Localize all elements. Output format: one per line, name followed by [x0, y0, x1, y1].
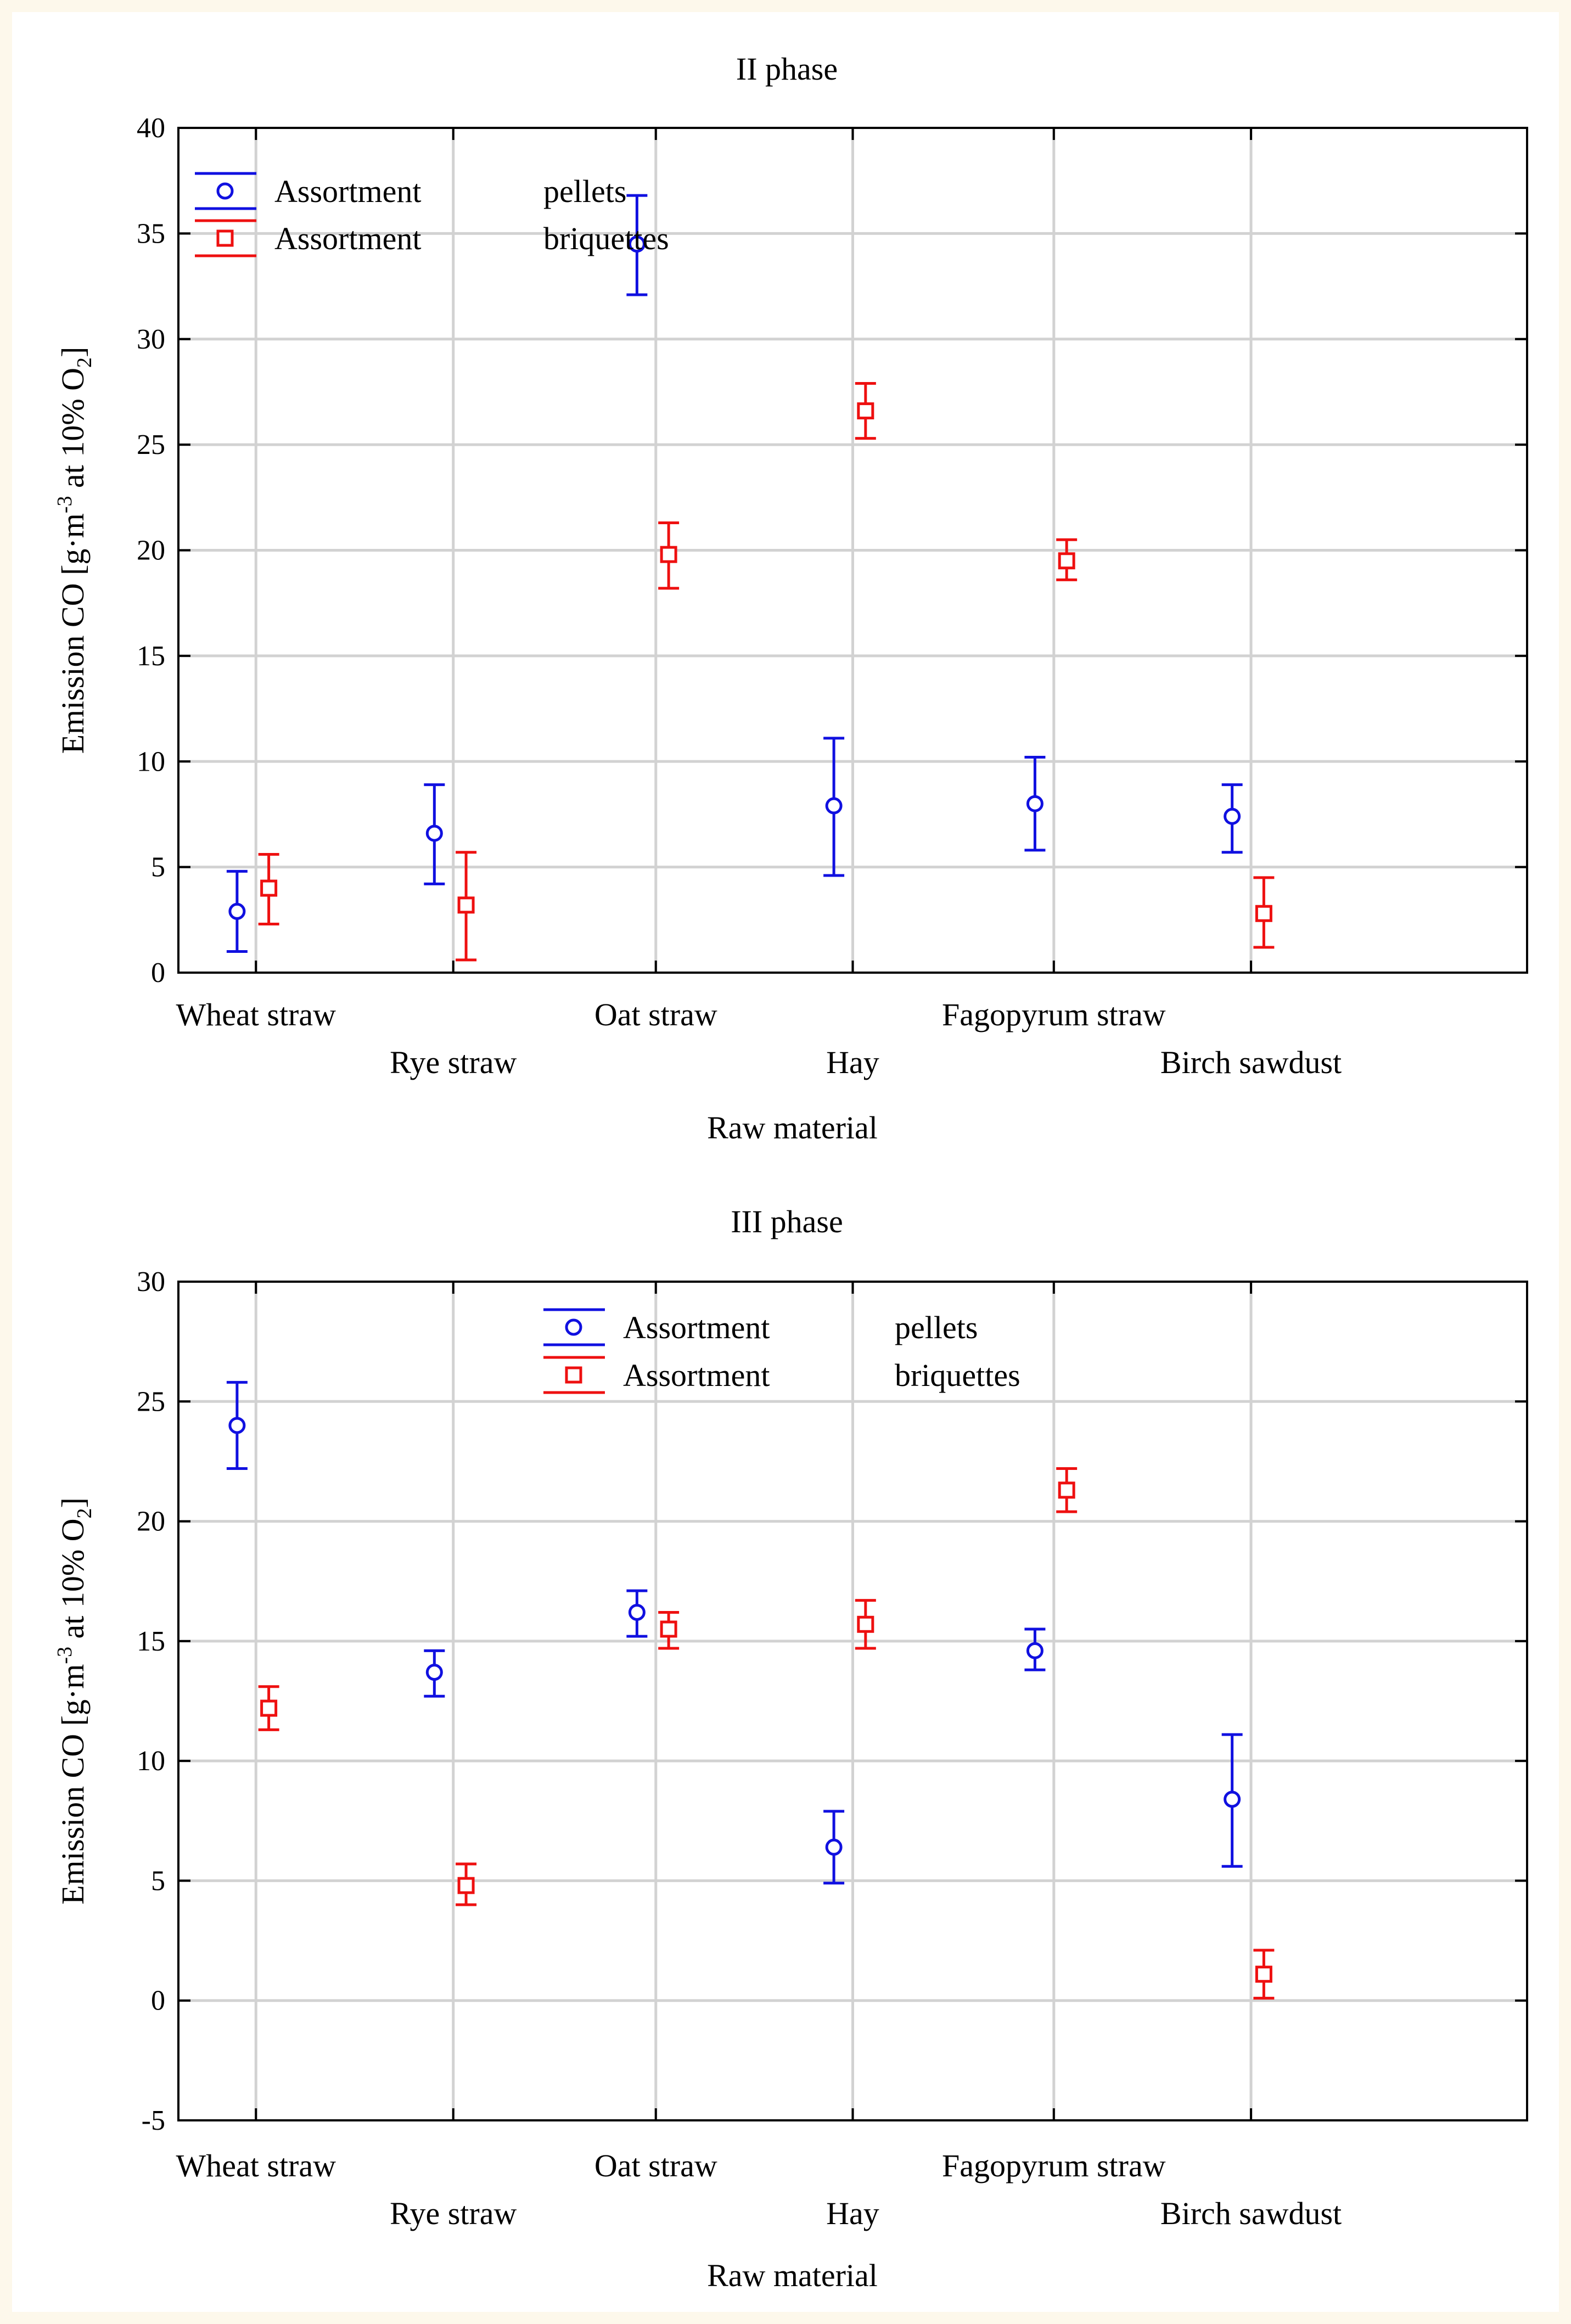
x-tick-label: Wheat straw [176, 2148, 336, 2183]
y-axis-label: Emission CO [g·m-3 at 10% O2] [53, 1497, 96, 1905]
x-tick-label: Hay [826, 1045, 879, 1080]
y-tick-label: 30 [137, 324, 165, 355]
y-axis-label: Emission CO [g·m-3 at 10% O2] [53, 347, 96, 754]
data-point-circle [628, 1603, 646, 1621]
data-point-square [1255, 1966, 1272, 1983]
y-tick-label: -5 [142, 2105, 165, 2136]
y-tick-label: 25 [137, 1386, 165, 1417]
x-tick-label: Oat straw [594, 997, 717, 1032]
x-tick-label: Oat straw [594, 2148, 717, 2183]
data-point-square [660, 546, 677, 563]
chart-ii-phase: 0 5 10 15 20 25 30 35 40 Wheat straw Rye straw Oat … [53, 51, 1528, 1146]
x-tick-label: Fagopyrum straw [942, 997, 1166, 1032]
x-tick-label: Birch sawdust [1160, 1045, 1342, 1080]
legend-label-assortment: Assortment [623, 1310, 770, 1345]
y-axis-label-part: Emission CO [g·m [55, 1664, 91, 1905]
data-point-circle [1026, 1642, 1043, 1659]
y-tick-label: 10 [137, 1745, 165, 1777]
legend-marker-square [565, 1366, 582, 1384]
x-axis-label: Raw material [707, 2258, 878, 2293]
series-briquettes [258, 1467, 1275, 2000]
data-point-square [260, 879, 278, 897]
legend-label-assortment: Assortment [274, 173, 421, 209]
data-point-circle [825, 1838, 843, 1856]
legend: Assortment pellets Assortment briquettes [543, 1308, 1020, 1394]
y-tick-label: 5 [151, 852, 165, 883]
data-point-circle [1026, 795, 1043, 812]
legend-marker-circle [565, 1318, 582, 1336]
y-axis-label-part: ] [55, 347, 91, 357]
legend-label-assortment: Assortment [623, 1357, 770, 1393]
x-tick-label: Fagopyrum straw [942, 2148, 1166, 2183]
data-point-square [857, 402, 874, 420]
legend: Assortment pellets Assortment briquettes [195, 172, 669, 257]
series-briquettes [258, 382, 1275, 962]
data-point-circle [825, 797, 843, 815]
series-pellets [226, 1380, 1243, 1885]
x-tick-label: Rye straw [390, 1045, 517, 1080]
y-tick-label: 15 [137, 641, 165, 672]
legend-label-type: pellets [543, 173, 626, 209]
legend-label-type: briquettes [895, 1357, 1020, 1393]
data-point-circle [1224, 807, 1241, 825]
y-axis-label-subscript: 2 [73, 357, 96, 368]
x-tick-label: Birch sawdust [1160, 2196, 1342, 2231]
data-point-square [457, 896, 475, 914]
y-tick-label: 20 [137, 535, 165, 566]
y-tick-label: 25 [137, 429, 165, 461]
y-axis-label-superscript: -3 [53, 496, 76, 514]
legend-label-assortment: Assortment [274, 221, 421, 256]
x-tick-label: Wheat straw [176, 997, 336, 1032]
chart-title: II phase [736, 51, 838, 87]
y-tick-label: 5 [151, 1865, 165, 1896]
y-tick-label: 15 [137, 1626, 165, 1657]
x-tick-label: Rye straw [390, 2196, 517, 2231]
series-pellets [226, 194, 1243, 953]
y-tick-label: 30 [137, 1266, 165, 1298]
y-axis-label-part: at 10% O [55, 368, 91, 496]
y-tick-label: 10 [137, 746, 165, 777]
y-tick-label: 20 [137, 1506, 165, 1537]
y-axis-label-part: ] [55, 1497, 91, 1508]
x-axis-label: Raw material [707, 1110, 878, 1146]
data-point-circle [425, 1664, 443, 1681]
legend-label-type: pellets [895, 1310, 978, 1345]
chart-title: III phase [731, 1204, 843, 1239]
y-tick-label: 0 [151, 957, 165, 989]
figure-frame [12, 12, 1559, 2312]
data-point-circle [228, 1417, 246, 1434]
data-point-circle [425, 824, 443, 842]
data-point-square [457, 1877, 475, 1894]
y-axis-label-part: at 10% O [55, 1518, 91, 1647]
data-point-square [260, 1699, 278, 1717]
y-axis-label-part: Emission CO [g·m [55, 513, 91, 754]
legend-marker-square [216, 229, 234, 247]
data-point-circle [228, 902, 246, 920]
y-tick-label: 0 [151, 1985, 165, 2017]
chart-iii-phase: -5 0 5 10 15 20 25 30 Wheat straw Rye straw Oat st… [53, 1204, 1528, 2293]
y-axis-label-subscript: 2 [73, 1508, 96, 1518]
y-axis-label-superscript: -3 [53, 1647, 76, 1664]
data-point-square [1058, 552, 1075, 570]
y-tick-label: 35 [137, 218, 165, 249]
data-point-square [857, 1615, 874, 1633]
legend-marker-circle [216, 182, 234, 200]
data-point-square [660, 1620, 677, 1638]
data-point-square [1058, 1481, 1075, 1499]
data-point-square [1255, 905, 1272, 922]
x-tick-label: Hay [826, 2196, 879, 2231]
legend-label-type: briquettes [543, 221, 669, 256]
y-tick-label: 40 [137, 113, 165, 144]
data-point-circle [1224, 1790, 1241, 1808]
data-point-circle [628, 235, 646, 253]
